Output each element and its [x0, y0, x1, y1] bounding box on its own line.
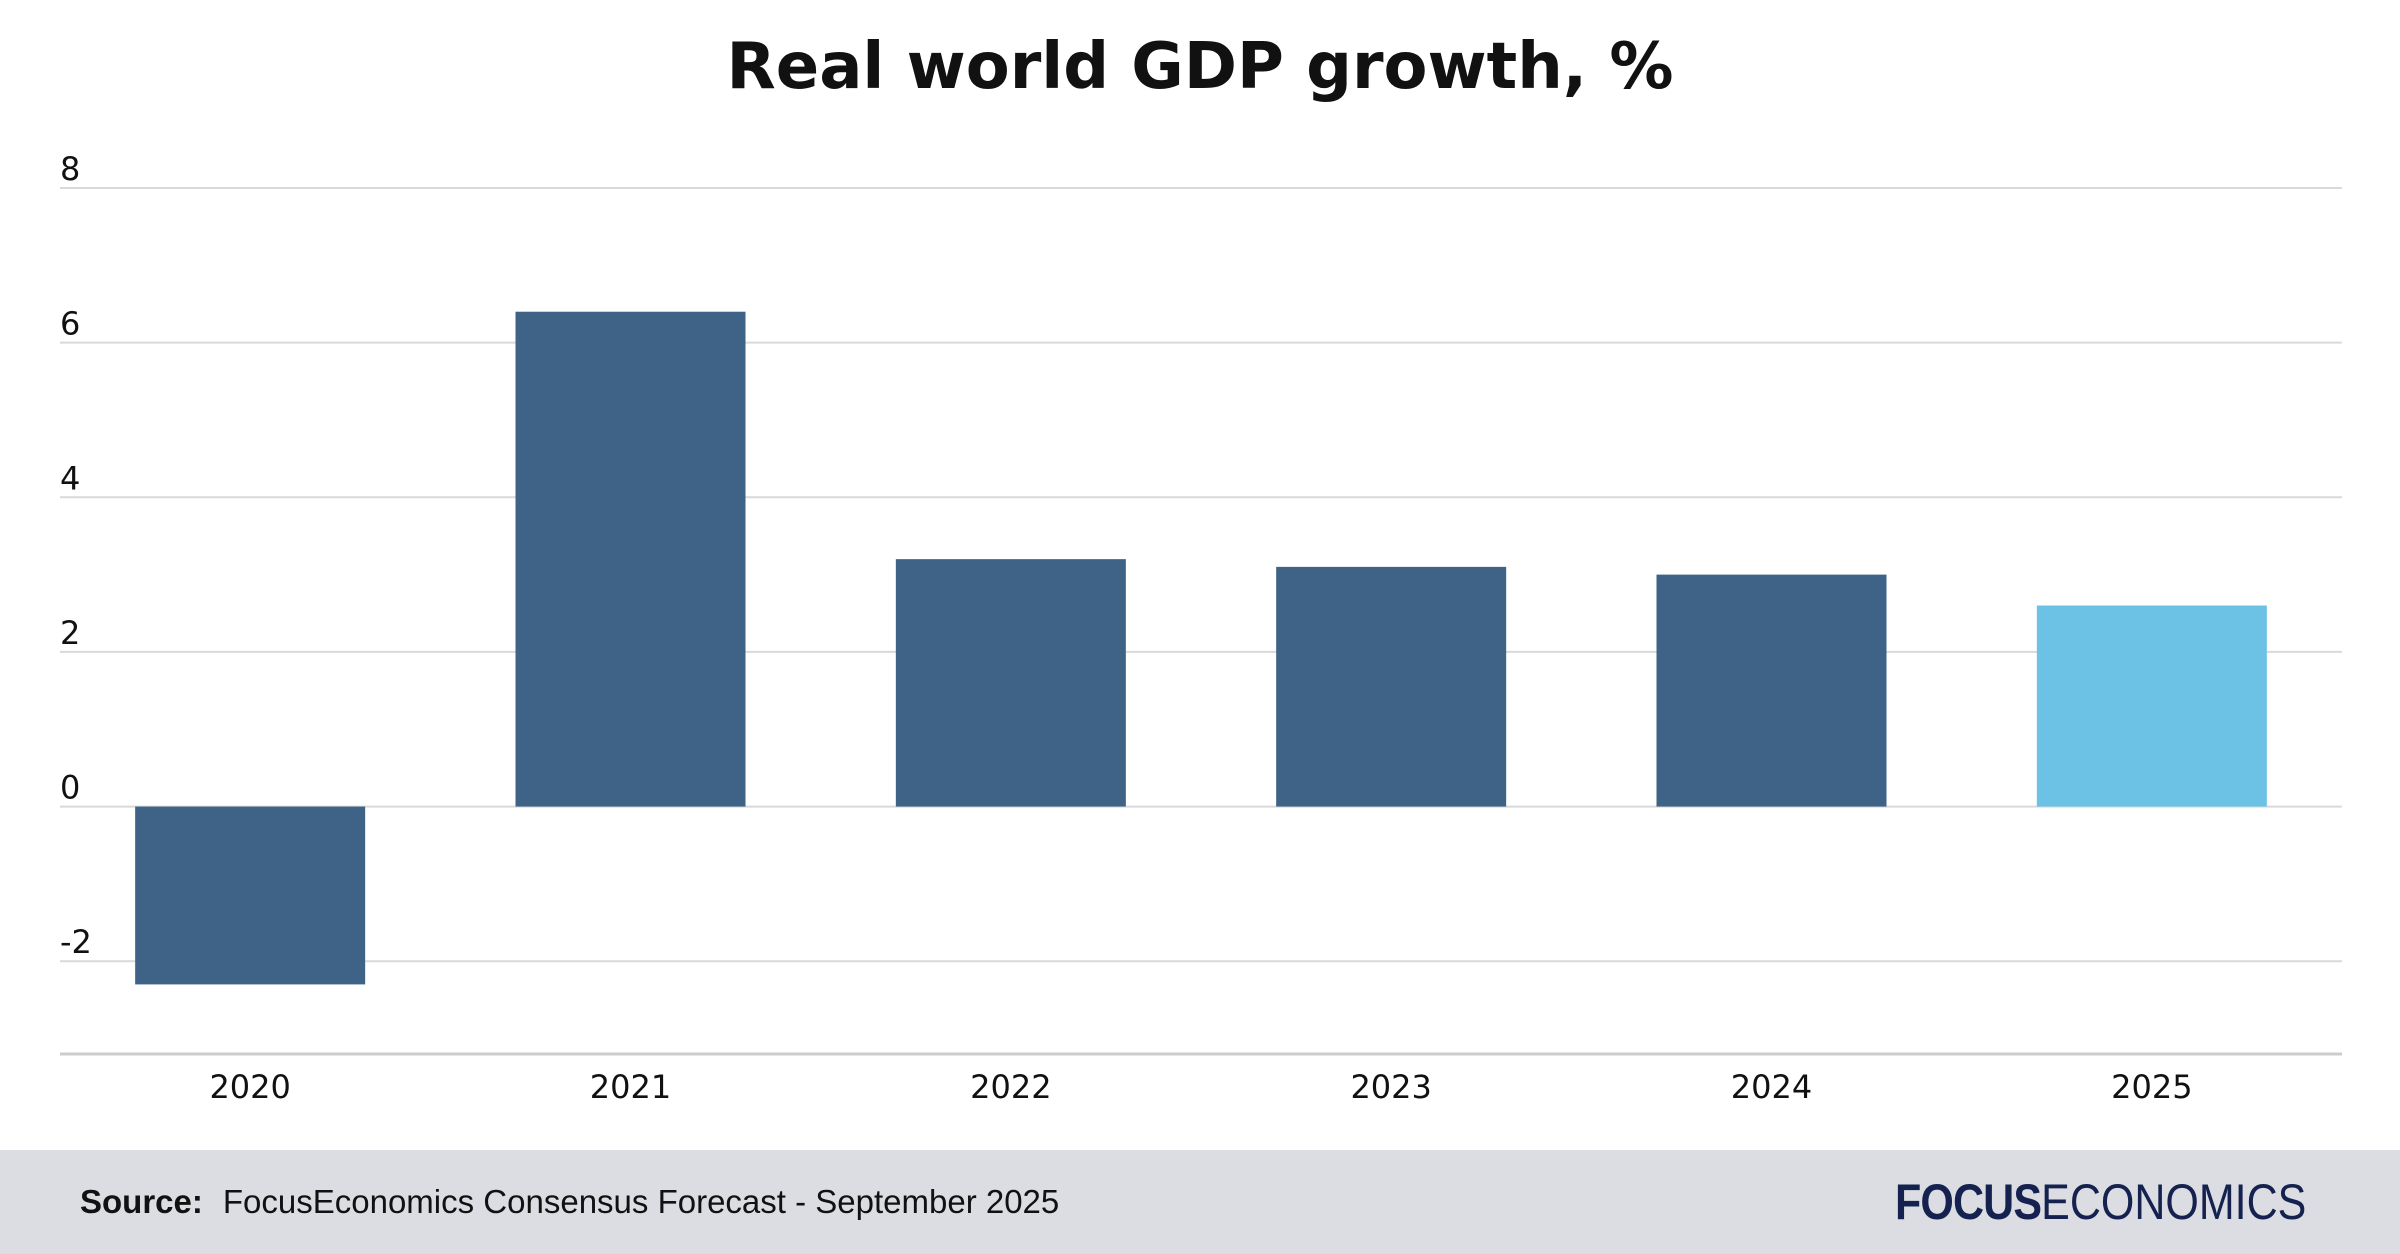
y-tick-label: 8: [60, 150, 80, 188]
x-tick-label: 2021: [590, 1068, 671, 1106]
chart-title: Real world GDP growth, %: [726, 30, 1674, 104]
y-tick-label: 2: [60, 614, 80, 652]
x-tick-label: 2020: [209, 1068, 290, 1106]
bar-2025: [2036, 605, 2267, 807]
x-tick-label: 2025: [2111, 1068, 2192, 1106]
bar-chart: -2 0 2 4 6 8 2020 2021 2022 2023 2024 2025: [60, 150, 2342, 1106]
bar-2023: [1276, 566, 1507, 807]
y-tick-label: 4: [60, 459, 80, 497]
bar-2020: [135, 806, 366, 985]
bar-2024: [1656, 574, 1887, 807]
y-tick-label: 6: [60, 305, 80, 343]
x-tick-label: 2023: [1350, 1068, 1431, 1106]
logo-bold-text: FOCUS: [1894, 1174, 2042, 1230]
bar-2022: [895, 559, 1126, 807]
y-tick-label: 0: [60, 769, 80, 807]
source-line: Source: FocusEconomics Consensus Forecast…: [80, 1150, 1059, 1254]
source-label: Source:: [80, 1183, 203, 1220]
y-tick-label: -2: [60, 923, 92, 961]
source-text: FocusEconomics Consensus Forecast - Sept…: [222, 1183, 1060, 1220]
focuseconomics-logo: FOCUSECONOMICS: [1895, 1150, 2306, 1254]
bar-2021: [515, 311, 746, 807]
logo-light-text: ECONOMICS: [2040, 1174, 2306, 1230]
x-tick-label: 2022: [970, 1068, 1051, 1106]
x-tick-label: 2024: [1731, 1068, 1812, 1106]
footer-bar: Source: FocusEconomics Consensus Forecast…: [0, 1150, 2400, 1254]
